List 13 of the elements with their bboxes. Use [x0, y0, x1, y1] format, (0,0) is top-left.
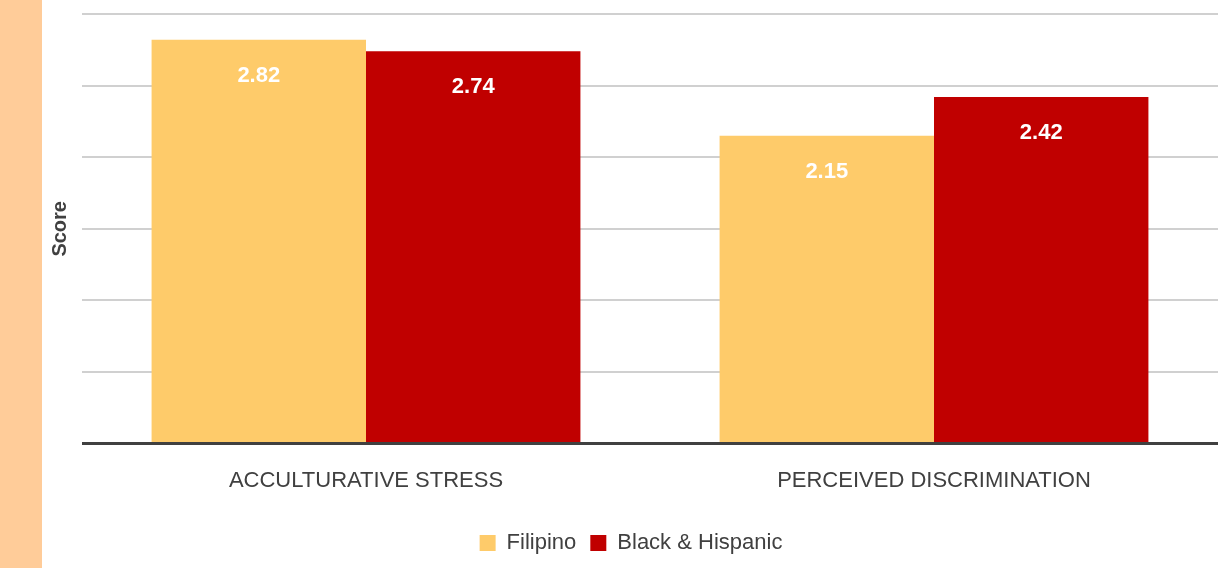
- bar: [934, 97, 1149, 443]
- bar: [151, 39, 366, 443]
- x-tick-label: ACCULTURATIVE STRESS: [228, 466, 504, 492]
- x-tick-label: PERCEIVED DISCRIMINATION: [777, 466, 1091, 492]
- bar: [719, 135, 934, 443]
- y-axis-title: Score: [47, 201, 70, 257]
- legend-label: Black & Hispanic: [617, 529, 783, 555]
- data-label: 2.82: [237, 61, 281, 87]
- legend-label: Filipino: [506, 529, 577, 555]
- bar: [366, 51, 581, 443]
- data-label: 2.42: [1019, 119, 1063, 145]
- data-label: 2.15: [805, 157, 849, 183]
- data-label: 2.74: [451, 73, 496, 99]
